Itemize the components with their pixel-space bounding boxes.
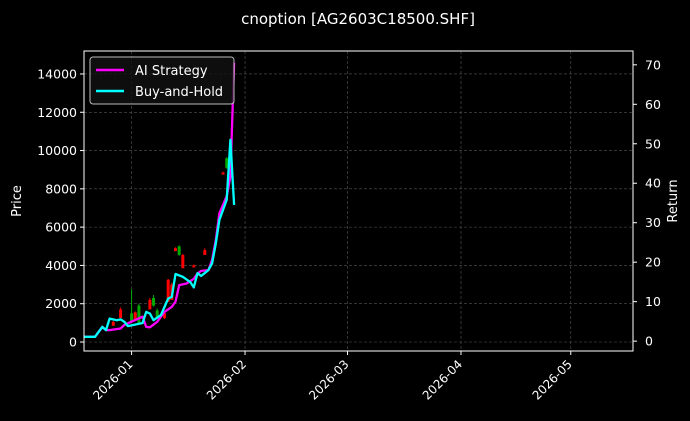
candle-body (130, 313, 134, 322)
candle-body (119, 309, 123, 319)
y2-tick-label: 40 (645, 176, 661, 191)
candle-body (152, 297, 156, 306)
y2-tick-label: 50 (645, 136, 661, 151)
y-tick-label: 4000 (45, 258, 77, 273)
series-lines (84, 62, 236, 338)
y-tick-label: 0 (69, 335, 77, 350)
y-tick-label: 14000 (37, 66, 77, 81)
y2-tick-label: 20 (645, 255, 661, 270)
series-line-buy-and-hold (84, 138, 236, 338)
candle-body (166, 279, 170, 302)
y-tick-label: 2000 (45, 296, 77, 311)
chart-title: cnoption [AG2603C18500.SHF] (241, 10, 475, 28)
y-tick-label: 6000 (45, 220, 77, 235)
candle-body (133, 312, 137, 320)
y2-axis-label: Return (666, 179, 681, 222)
y-axis-label: Price (10, 185, 25, 217)
y2-tick-label: 70 (645, 57, 661, 72)
candle-body (203, 250, 207, 255)
y2-tick-label: 30 (645, 215, 661, 230)
y-tick-label: 8000 (45, 181, 77, 196)
y2-tick-label: 10 (645, 294, 661, 309)
legend: AI Strategy Buy-and-Hold (89, 56, 235, 105)
candle-body (225, 158, 229, 168)
candle-body (148, 299, 152, 310)
y2-tick-label: 0 (645, 334, 653, 349)
candle-body (137, 305, 141, 323)
candle-body (174, 248, 177, 252)
plot-frame (83, 50, 634, 352)
candle-body (111, 321, 115, 326)
legend-label-buy-and-hold: Buy-and-Hold (135, 85, 223, 100)
candle-body (192, 265, 196, 268)
candle-body (163, 313, 167, 319)
candle-body (221, 172, 225, 175)
legend-label-ai-strategy: AI Strategy (135, 64, 208, 79)
candle-body (155, 310, 159, 319)
y-tick-label: 10000 (37, 143, 77, 158)
candle-body (177, 246, 181, 255)
legend-box (89, 56, 235, 105)
candle-body (181, 254, 185, 269)
y2-tick-label: 60 (645, 97, 661, 112)
y-tick-label: 12000 (37, 105, 77, 120)
